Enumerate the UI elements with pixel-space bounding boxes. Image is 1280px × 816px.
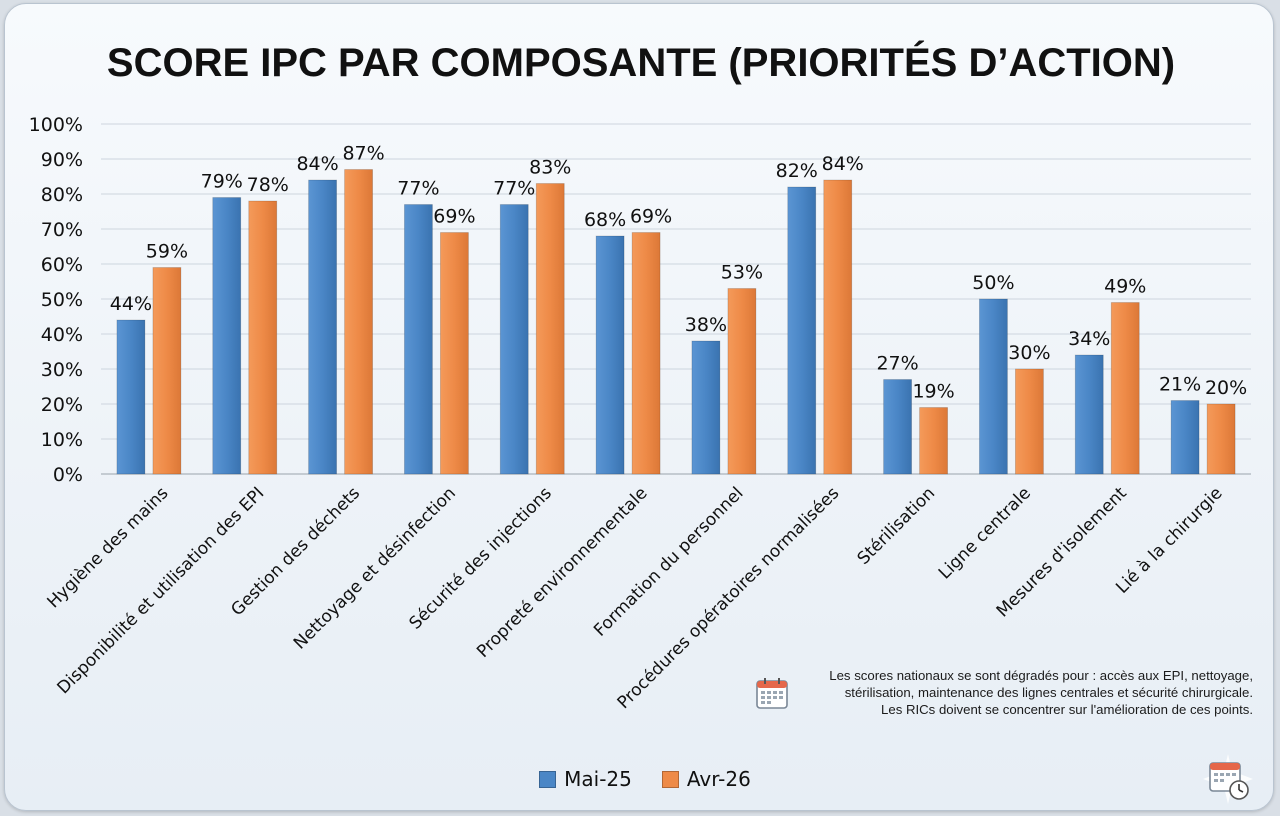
bar-avr-26 bbox=[727, 288, 757, 475]
legend-item-avr-26: Avr-26 bbox=[661, 767, 751, 791]
bar-mai-25 bbox=[1170, 400, 1200, 475]
chart-card: SCORE IPC PAR COMPOSANTE (PRIORITÉS D’AC… bbox=[4, 3, 1274, 811]
data-label: 69% bbox=[433, 206, 475, 228]
legend: Mai-25 Avr-26 bbox=[5, 764, 1273, 794]
y-tick-label: 80% bbox=[41, 184, 83, 206]
bar-avr-26 bbox=[535, 183, 565, 475]
bar-avr-26 bbox=[248, 200, 278, 475]
chart-annotation: Les scores nationaux se sont dégradés po… bbox=[803, 667, 1253, 718]
bar-avr-26 bbox=[823, 179, 853, 475]
y-tick-label: 100% bbox=[29, 114, 83, 136]
bar-avr-26 bbox=[1110, 302, 1140, 475]
data-label: 83% bbox=[529, 157, 571, 179]
data-label: 82% bbox=[776, 160, 818, 182]
y-tick-label: 60% bbox=[41, 254, 83, 276]
chart-title: SCORE IPC PAR COMPOSANTE (PRIORITÉS D’AC… bbox=[107, 40, 1175, 85]
gridlines bbox=[101, 123, 1251, 475]
data-label: 21% bbox=[1159, 374, 1201, 396]
y-axis-ticks: 0% 10% 20% 30% 40% 50% 60% 70% 80% 90% 100% bbox=[29, 114, 83, 486]
data-label: 78% bbox=[247, 174, 289, 196]
bar-mai-25 bbox=[499, 204, 529, 475]
bar-avr-26 bbox=[919, 407, 948, 475]
bar-mai-25 bbox=[787, 186, 817, 475]
data-label: 69% bbox=[630, 206, 672, 228]
y-tick-label: 0% bbox=[53, 464, 83, 486]
data-label: 38% bbox=[685, 314, 727, 336]
bar-mai-25 bbox=[595, 235, 625, 475]
x-tick-label: Propreté environnementale bbox=[473, 483, 652, 662]
data-label: 84% bbox=[296, 153, 338, 175]
x-tick-label: Nettoyage et désinfection bbox=[290, 483, 460, 653]
chart-svg: SCORE IPC PAR COMPOSANTE (PRIORITÉS D’AC… bbox=[29, 40, 1251, 713]
y-tick-label: 10% bbox=[41, 429, 83, 451]
data-label: 77% bbox=[397, 178, 439, 200]
bar-mai-25 bbox=[404, 204, 433, 475]
bar-mai-25 bbox=[979, 298, 1008, 475]
bar-mai-25 bbox=[116, 319, 146, 475]
data-label: 84% bbox=[822, 153, 864, 175]
x-tick-label: Stérilisation bbox=[854, 483, 940, 569]
y-tick-label: 30% bbox=[41, 359, 83, 381]
data-label: 27% bbox=[876, 353, 918, 375]
data-labels: 44%59%79% 78%84% 87%77%69%77%83%68% 69%38%5… bbox=[110, 143, 1247, 403]
bar-mai-25 bbox=[691, 340, 721, 475]
x-tick-label: Disponibilité et utilisation des EPI bbox=[54, 483, 269, 698]
data-label: 77% bbox=[493, 178, 535, 200]
bar-avr-26 bbox=[1015, 368, 1044, 475]
bar-avr-26 bbox=[1206, 403, 1236, 475]
data-label: 19% bbox=[912, 381, 954, 403]
x-tick-label: Ligne centrale bbox=[935, 483, 1035, 583]
bar-mai-25 bbox=[212, 197, 242, 475]
legend-label: Mai-25 bbox=[564, 767, 632, 791]
data-label: 59% bbox=[146, 241, 188, 263]
y-tick-label: 20% bbox=[41, 394, 83, 416]
x-tick-label: Lié à la chirurgie bbox=[1112, 483, 1226, 597]
annotation-line: stérilisation, maintenance des lignes ce… bbox=[844, 685, 1253, 700]
data-label: 87% bbox=[342, 143, 384, 165]
data-label: 50% bbox=[972, 272, 1014, 294]
bar-avr-26 bbox=[440, 232, 469, 475]
annotation-line: Les scores nationaux se sont dégradés po… bbox=[829, 668, 1253, 683]
calendar-icon bbox=[756, 678, 788, 709]
data-label: 79% bbox=[201, 171, 243, 193]
y-tick-label: 90% bbox=[41, 149, 83, 171]
bars bbox=[116, 169, 1236, 475]
bar-avr-26 bbox=[631, 232, 661, 475]
data-label: 49% bbox=[1104, 276, 1146, 298]
data-label: 44% bbox=[110, 293, 152, 315]
legend-swatch-orange bbox=[661, 770, 679, 788]
y-tick-label: 40% bbox=[41, 324, 83, 346]
data-label: 30% bbox=[1008, 342, 1050, 364]
bar-mai-25 bbox=[308, 179, 337, 475]
y-tick-label: 70% bbox=[41, 219, 83, 241]
y-tick-label: 50% bbox=[41, 289, 83, 311]
data-label: 68% bbox=[584, 209, 626, 231]
data-label: 20% bbox=[1205, 377, 1247, 399]
bar-avr-26 bbox=[152, 267, 182, 475]
legend-item-mai-25: Mai-25 bbox=[539, 767, 632, 791]
data-label: 53% bbox=[721, 262, 763, 284]
bar-avr-26 bbox=[344, 169, 373, 475]
data-label: 34% bbox=[1068, 328, 1110, 350]
legend-label: Avr-26 bbox=[686, 767, 751, 791]
legend-swatch-blue bbox=[539, 770, 557, 788]
annotation-line: Les RICs doivent se concentrer sur l'amé… bbox=[881, 702, 1253, 717]
bar-mai-25 bbox=[883, 379, 912, 475]
bar-mai-25 bbox=[1074, 354, 1104, 475]
calendar-clock-icon bbox=[1203, 754, 1253, 804]
